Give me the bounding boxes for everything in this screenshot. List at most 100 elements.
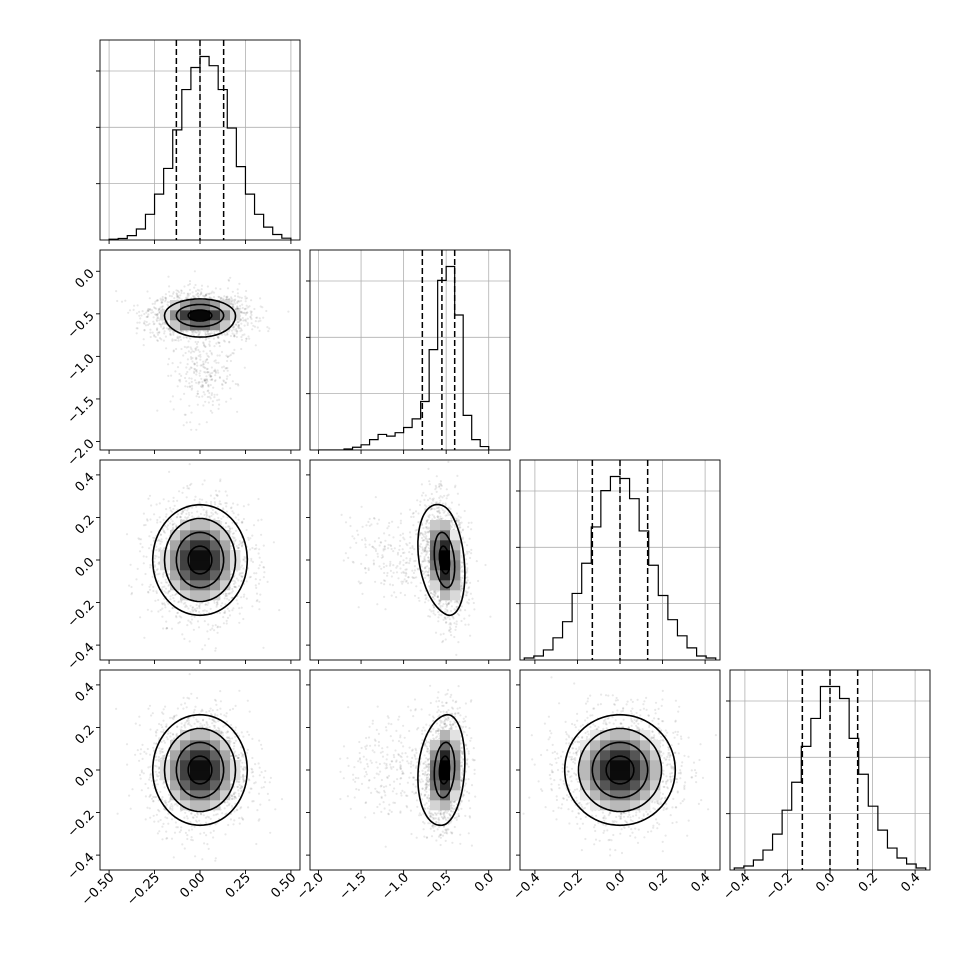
density-cell — [220, 560, 231, 571]
scatter-point — [226, 333, 229, 336]
scatter-point — [212, 291, 216, 294]
scatter-point — [170, 627, 174, 630]
histogram-panel-1 — [306, 249, 511, 454]
scatter-point — [428, 615, 432, 618]
scatter-point — [154, 554, 157, 557]
scatter-point — [468, 598, 471, 601]
scatter-point — [154, 300, 157, 303]
scatter-point — [203, 344, 206, 347]
scatter-point — [163, 327, 166, 330]
scatter-point — [426, 565, 429, 568]
scatter-point — [217, 361, 220, 364]
scatter-point — [380, 567, 383, 570]
scatter-point — [171, 594, 174, 597]
scatter-point — [184, 605, 187, 609]
scatter-point — [372, 517, 376, 520]
scatter-point — [200, 284, 204, 287]
scatter-point — [216, 494, 219, 497]
scatter-point — [161, 295, 164, 299]
scatter-point — [425, 544, 428, 548]
scatter-point — [147, 497, 150, 500]
scatter-point — [454, 525, 457, 528]
scatter-point — [427, 571, 430, 574]
scatter-point — [200, 377, 203, 380]
scatter-point — [237, 299, 240, 303]
scatter-point — [424, 536, 427, 539]
density-cell — [190, 570, 201, 581]
scatter-point — [434, 484, 437, 487]
scatter-point — [164, 581, 167, 584]
scatter-point — [228, 354, 231, 357]
scatter-point — [249, 312, 253, 315]
scatter-point — [204, 345, 207, 348]
scatter-point — [218, 341, 221, 344]
scatter-point — [156, 339, 159, 342]
scatter-point — [245, 304, 248, 307]
scatter-point — [187, 350, 190, 353]
scatter-point — [170, 374, 173, 377]
scatter-point — [409, 547, 412, 550]
scatter-point — [195, 370, 198, 373]
scatter-point — [469, 592, 472, 595]
scatter-point — [428, 522, 431, 525]
scatter-point — [187, 294, 190, 297]
scatter-point — [240, 544, 243, 547]
scatter-point — [180, 292, 183, 295]
scatter-point — [210, 393, 213, 397]
scatter-point — [440, 614, 443, 617]
scatter-point — [179, 335, 182, 339]
scatter-point — [143, 329, 146, 332]
scatter-point — [138, 314, 141, 317]
scatter-point — [225, 502, 228, 505]
scatter-point — [242, 311, 245, 315]
scatter-point — [403, 551, 406, 554]
scatter-point — [187, 607, 190, 610]
scatter-point — [226, 594, 229, 597]
scatter-point — [423, 539, 426, 542]
scatter-point — [428, 560, 431, 563]
scatter-point — [189, 337, 192, 340]
scatter-point — [444, 502, 447, 505]
density-cell — [210, 320, 221, 331]
scatter-point — [161, 615, 164, 618]
scatter-point — [422, 535, 426, 538]
scatter-point — [213, 601, 216, 604]
density-cell — [210, 590, 221, 601]
scatter-point — [262, 566, 265, 569]
scatter-point — [209, 383, 212, 387]
scatter-point — [439, 482, 442, 485]
scatter-point — [191, 606, 194, 609]
scatter-point — [202, 342, 205, 345]
scatter-point — [224, 381, 227, 384]
scatter-point — [205, 421, 208, 424]
density-cell — [220, 550, 231, 561]
scatter-point — [248, 576, 251, 579]
scatter-point — [263, 571, 266, 574]
scatter-point — [214, 359, 217, 362]
scatter-point — [158, 322, 161, 325]
scatter-point — [156, 315, 159, 318]
scatter-point — [428, 497, 432, 500]
scatter-point — [445, 602, 448, 605]
scatter-point — [182, 330, 185, 333]
scatter-point — [425, 552, 428, 555]
scatter-point — [396, 565, 399, 568]
scatter-point — [138, 321, 141, 324]
scatter-point — [229, 334, 232, 338]
scatter-point — [214, 624, 217, 627]
scatter-point — [230, 573, 233, 576]
scatter-point — [165, 347, 168, 350]
scatter-point — [227, 525, 230, 528]
density-cell — [180, 540, 191, 551]
scatter-point — [224, 526, 227, 529]
scatter-point — [218, 376, 221, 379]
scatter-point — [139, 542, 142, 545]
scatter-point — [426, 538, 429, 541]
scatter-point — [216, 603, 219, 606]
scatter-point — [421, 570, 424, 573]
scatter-point — [242, 595, 245, 598]
scatter-point — [385, 564, 388, 568]
scatter-point — [396, 551, 400, 554]
scatter-point — [132, 308, 135, 311]
scatter-point — [427, 615, 430, 618]
